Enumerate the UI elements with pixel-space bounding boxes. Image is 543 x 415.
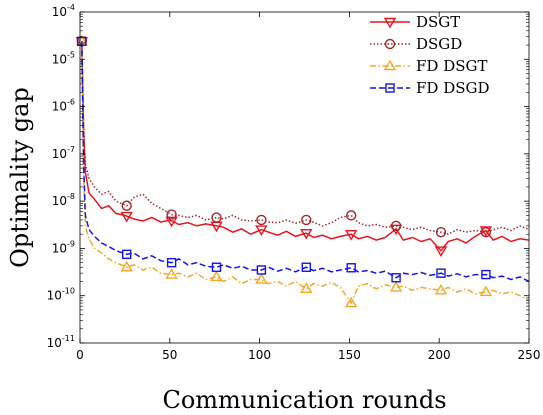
data-point-fd-dsgt <box>210 270 223 282</box>
series-line-dsgt <box>81 41 530 252</box>
y-tick-label: 10-4 <box>52 3 75 19</box>
legend-swatch-marker <box>384 38 396 50</box>
data-point-fd-dsgd <box>211 262 222 272</box>
series-dsgd <box>76 36 530 238</box>
data-point-fd-dsgt <box>300 282 313 294</box>
data-point-dsgt <box>255 225 268 236</box>
data-point-fd-dsgd <box>391 273 401 283</box>
legend-item-fd-dsgt: FD DSGT <box>370 57 488 75</box>
legend-swatch-marker <box>383 17 397 29</box>
series-line-fd-dsgt <box>81 41 530 305</box>
data-point-fd-dsgt <box>255 273 268 284</box>
data-point-fd-dsgd <box>481 269 491 280</box>
x-tick-label: 0 <box>76 348 84 362</box>
data-point-dsgd <box>256 214 267 226</box>
data-point-dsgd <box>121 200 132 211</box>
data-point-fd-dsgt <box>344 296 358 308</box>
legend-item-fd-dsgd: FD DSGD <box>370 79 490 97</box>
data-point-dsgd <box>345 210 357 221</box>
y-axis-label: Optimality gap <box>6 87 34 268</box>
legend-item-dsgd: DSGD <box>370 35 462 53</box>
data-point-fd-dsgd <box>256 265 267 275</box>
series-layer <box>75 34 530 308</box>
data-point-dsgt <box>300 228 313 240</box>
plot-frame <box>79 11 530 344</box>
x-tick-label: 150 <box>338 348 361 362</box>
data-point-fd-dsgd <box>346 263 356 273</box>
data-point-dsgt <box>344 229 358 241</box>
data-point-dsgd <box>211 212 222 223</box>
data-point-fd-dsgd <box>301 262 311 272</box>
series-line-fd-dsgd <box>81 41 530 283</box>
data-point-dsgd <box>480 227 492 238</box>
legend: DSGT DSGD FD DSGT FD DSGD <box>370 13 490 97</box>
y-tick-label: 10-5 <box>52 50 75 66</box>
x-tick-label: 50 <box>162 348 177 362</box>
y-tick-label: 10-7 <box>52 145 75 161</box>
data-point-dsgt <box>479 226 493 237</box>
x-tick-label: 200 <box>428 348 451 362</box>
data-point-dsgd <box>166 209 177 220</box>
data-point-fd-dsgt <box>434 283 448 295</box>
y-tick-label: 10-9 <box>52 239 75 255</box>
legend-label: DSGT <box>416 13 460 31</box>
y-tick-label: 10-6 <box>52 98 75 114</box>
legend-swatch-marker <box>383 59 397 71</box>
data-point-dsgt <box>165 216 178 228</box>
y-tick-label: 10-8 <box>52 192 75 208</box>
data-point-dsgt <box>434 246 448 257</box>
legend-item-dsgt: DSGT <box>370 13 460 31</box>
legend-label: DSGD <box>416 35 462 53</box>
y-tick-label: 10-11 <box>47 334 75 350</box>
legend-label: FD DSGT <box>416 57 488 75</box>
data-point-dsgd <box>390 220 402 232</box>
data-point-fd-dsgd <box>166 257 177 268</box>
data-point-fd-dsgt <box>120 260 133 272</box>
data-point-dsgt <box>120 211 133 223</box>
x-tick-label: 250 <box>518 348 541 362</box>
series-fd-dsgt <box>75 34 530 308</box>
x-tick-label: 100 <box>248 348 271 362</box>
data-point-dsgd <box>435 227 447 238</box>
x-axis-label: Communication rounds <box>162 386 446 414</box>
legend-swatch-marker <box>385 83 395 93</box>
data-point-dsgd <box>301 214 312 226</box>
data-point-fd-dsgd <box>436 268 446 278</box>
legend-label: FD DSGD <box>416 79 490 97</box>
series-fd-dsgd <box>77 36 530 283</box>
data-point-fd-dsgt <box>479 285 493 297</box>
y-tick-label: 10-10 <box>47 287 75 303</box>
data-point-fd-dsgt <box>165 268 178 279</box>
data-point-fd-dsgd <box>121 249 132 260</box>
data-point-fd-dsgt <box>389 281 403 292</box>
